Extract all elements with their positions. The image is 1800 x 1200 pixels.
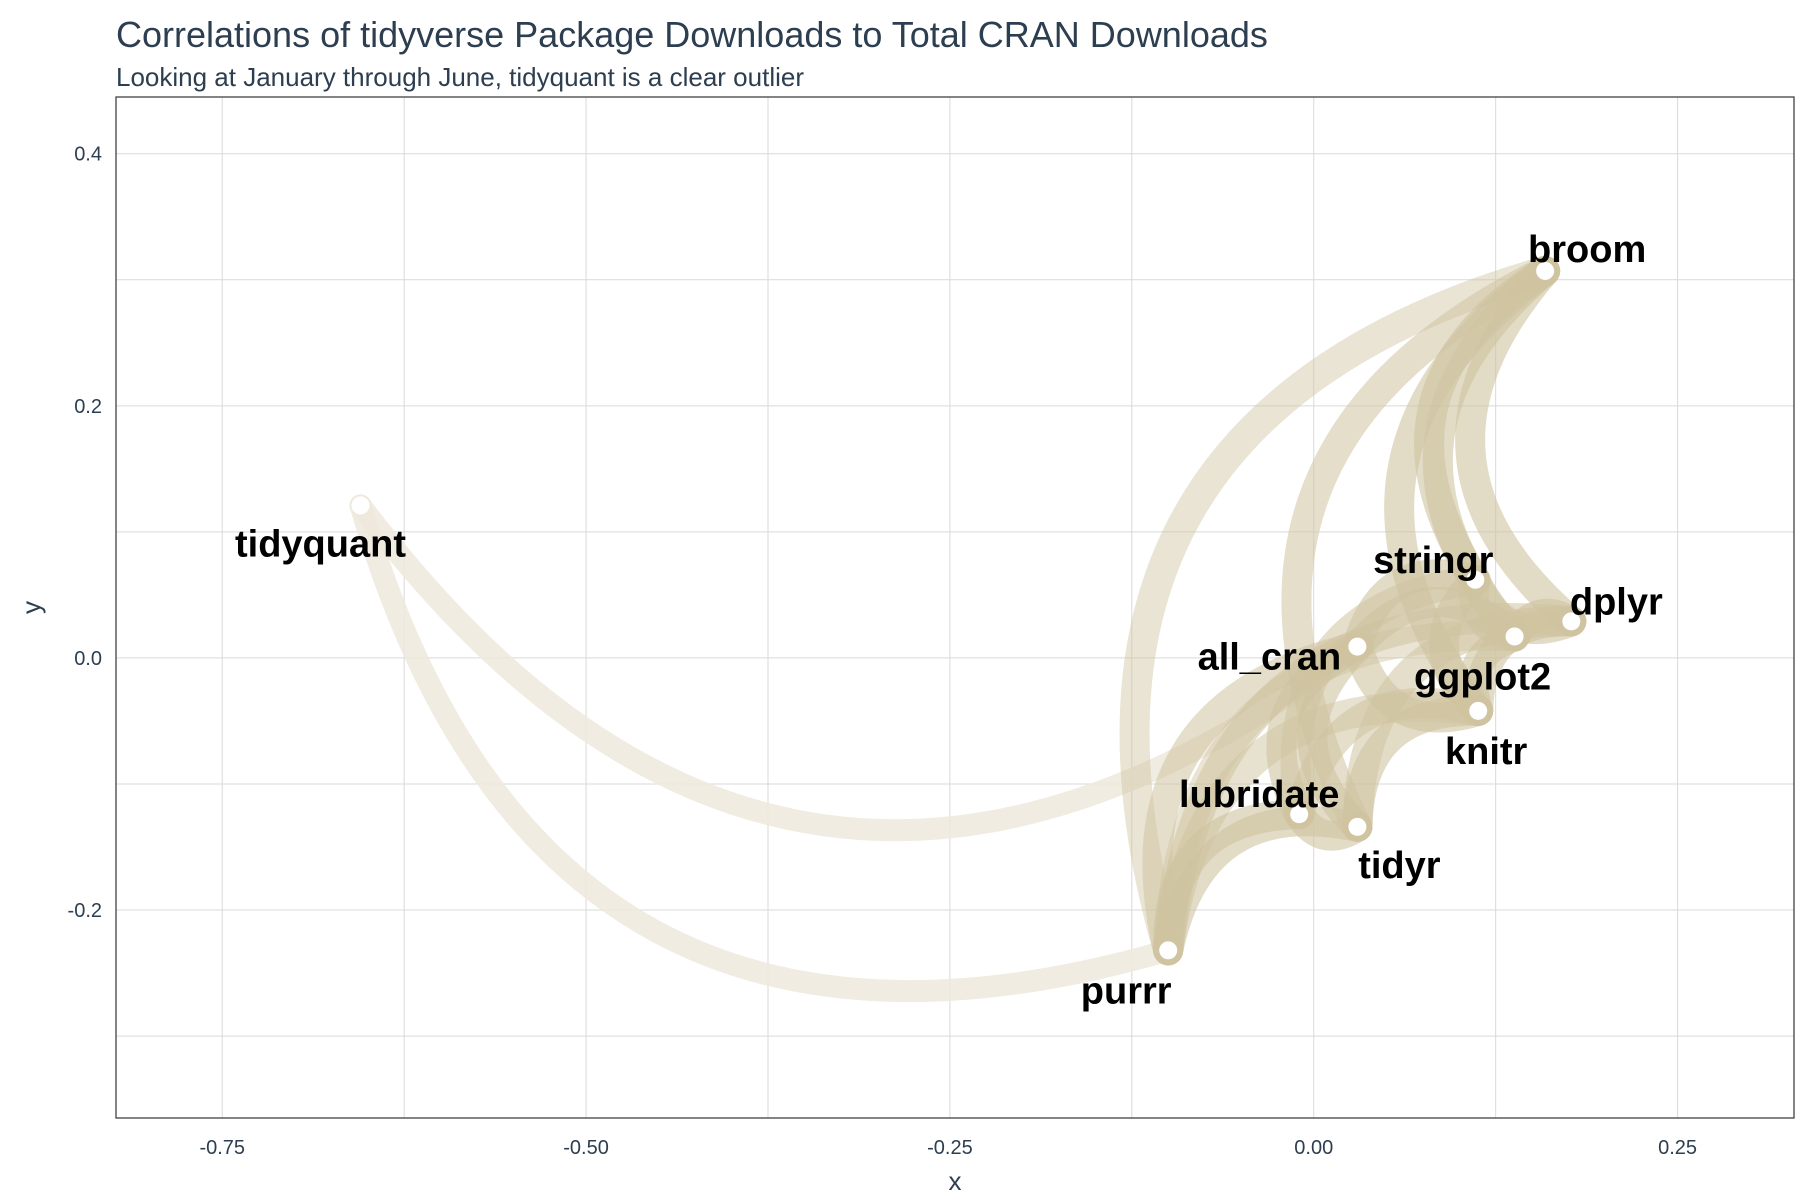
node-purrr [1159, 941, 1178, 960]
node-label-layer: broom tidyquant stringr dplyr ggplot2 all_cra… [235, 229, 1663, 1012]
node-dplyr [1562, 612, 1581, 631]
node-knitr [1469, 701, 1488, 720]
chart-subtitle: Looking at January through June, tidyqua… [116, 62, 804, 92]
node-stringr [1466, 570, 1485, 589]
node-ggplot2 [1505, 627, 1524, 646]
label-purrr: purrr [1081, 970, 1172, 1012]
node-tidyr [1348, 817, 1367, 836]
x-axis-title: x [949, 1166, 962, 1196]
label-dplyr: dplyr [1570, 581, 1663, 623]
label-knitr: knitr [1445, 731, 1528, 773]
edge-broom-purrr [1119, 255, 1561, 966]
edge-all_cran-purrr [1142, 631, 1373, 966]
plot-panel-border [115, 96, 1795, 1119]
x-tick-label: -0.50 [563, 1137, 609, 1159]
edge-layer [349, 255, 1587, 1003]
node-broom [1536, 261, 1555, 280]
edge-tidyr-purrr [1153, 806, 1373, 966]
label-lubridate: lubridate [1179, 774, 1339, 816]
y-tick-label: 0.0 [74, 648, 102, 670]
label-all_cran: all_cran [1198, 637, 1342, 679]
edge-tidyquant-purrr [349, 494, 1180, 1003]
edge-ggplot2-purrr [1153, 620, 1530, 966]
edge-ggplot2-all_cran [1342, 587, 1530, 662]
x-tick-label: 0.25 [1658, 1137, 1697, 1159]
label-tidyr: tidyr [1358, 845, 1441, 887]
y-axis-title: y [16, 601, 46, 614]
y-tick-label: 0.2 [74, 396, 102, 418]
node-tidyquant [351, 496, 370, 515]
label-ggplot2: ggplot2 [1414, 656, 1551, 698]
node-all_cran [1348, 637, 1367, 656]
label-broom: broom [1528, 229, 1646, 271]
chart-title: Correlations of tidyverse Package Downlo… [116, 14, 1268, 55]
label-tidyquant: tidyquant [235, 523, 406, 565]
y-tick-label: -0.2 [68, 900, 102, 922]
x-tick-label: 0.00 [1294, 1137, 1333, 1159]
x-axis-tick-labels: -0.75 -0.50 -0.25 0.00 0.25 [199, 1137, 1697, 1159]
y-tick-label: 0.4 [74, 144, 102, 166]
y-axis-tick-labels: -0.2 0.0 0.2 0.4 [68, 144, 102, 922]
node-lubridate [1290, 805, 1309, 824]
label-stringr: stringr [1373, 540, 1494, 582]
node-layer [351, 261, 1581, 960]
x-tick-label: -0.75 [199, 1137, 245, 1159]
x-tick-label: -0.25 [927, 1137, 973, 1159]
